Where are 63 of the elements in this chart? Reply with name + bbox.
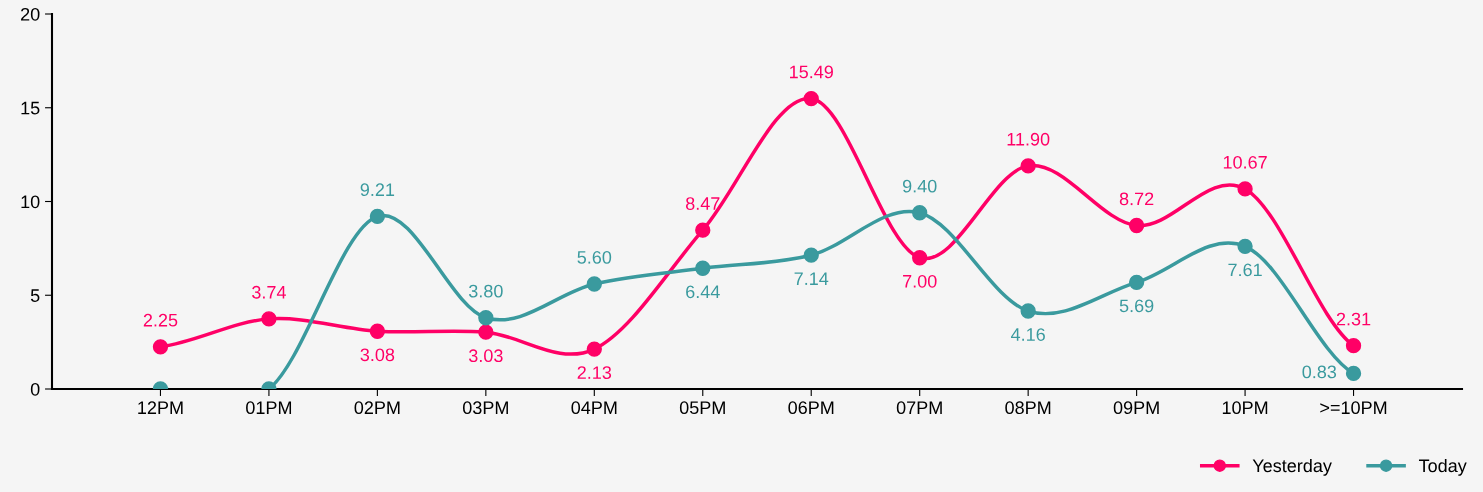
data-label: 6.44: [686, 285, 720, 299]
data-label: 5.69: [1119, 299, 1154, 313]
data-label: 3.80: [468, 284, 503, 298]
x-tick-label: 05PM: [679, 401, 725, 415]
point: [369, 208, 386, 224]
x-tick-label: 03PM: [462, 401, 508, 415]
data-label: 3.74: [252, 285, 286, 299]
x-tick-label: 04PM: [571, 401, 617, 415]
y-tick-label: 10: [21, 195, 40, 209]
point: [261, 311, 277, 327]
x-tick-label: >=10PM: [1320, 401, 1387, 415]
data-label: 4.16: [1011, 328, 1045, 341]
point: [803, 90, 819, 107]
x-tick-label: 02PM: [354, 401, 400, 415]
point: [1128, 274, 1145, 290]
point: [912, 205, 928, 221]
data-label: 2.31: [1336, 312, 1371, 326]
point: [478, 310, 494, 326]
data-label: 7.61: [1228, 263, 1262, 277]
y-tick-label: 20: [21, 7, 40, 21]
point: [1345, 365, 1362, 382]
point: [803, 247, 819, 263]
y-tick-label: 0: [30, 382, 40, 396]
data-label: 3.08: [360, 348, 395, 362]
point: [1020, 303, 1036, 319]
x-tick-label: 12PM: [138, 401, 183, 414]
data-label: 5.60: [577, 250, 612, 264]
data-label: 2.13: [577, 366, 612, 379]
point: [1128, 217, 1145, 234]
point: [586, 341, 602, 357]
data-label: 10.67: [1223, 155, 1267, 169]
data-label: 3.03: [468, 349, 503, 363]
x-tick-label: 09PM: [1113, 401, 1159, 415]
point: [912, 250, 928, 266]
data-label: 8.47: [685, 197, 720, 210]
data-label: 0.83: [1302, 365, 1337, 379]
data-label: 2.25: [143, 313, 178, 327]
data-label: 7.14: [794, 272, 829, 285]
point: [586, 276, 602, 292]
point: [478, 324, 494, 340]
point: [1020, 158, 1036, 174]
legend-label: Yesterday: [1252, 458, 1332, 476]
x-tick-label: 06PM: [788, 401, 834, 415]
point: [695, 222, 711, 238]
x-tick-label: 08PM: [1005, 401, 1051, 415]
data-label: 7.00: [903, 274, 937, 288]
point: [695, 260, 711, 276]
point: [1237, 238, 1253, 254]
y-tick-label: 15: [21, 101, 40, 115]
x-tick-label: 07PM: [896, 401, 942, 415]
legend-label: Today: [1418, 458, 1467, 476]
point: [369, 323, 386, 339]
point: [152, 339, 169, 355]
data-label: 11.90: [1007, 132, 1050, 146]
data-label: 8.72: [1119, 192, 1154, 206]
y-tick-label: 5: [30, 289, 40, 302]
data-label: 9.40: [902, 179, 937, 193]
data-label: 9.21: [360, 183, 395, 197]
x-tick-label: 01PM: [246, 401, 292, 415]
data-label: 15.49: [790, 65, 833, 79]
x-tick-label: 10PM: [1222, 401, 1268, 415]
point: [1237, 181, 1253, 197]
point: [1345, 338, 1362, 354]
